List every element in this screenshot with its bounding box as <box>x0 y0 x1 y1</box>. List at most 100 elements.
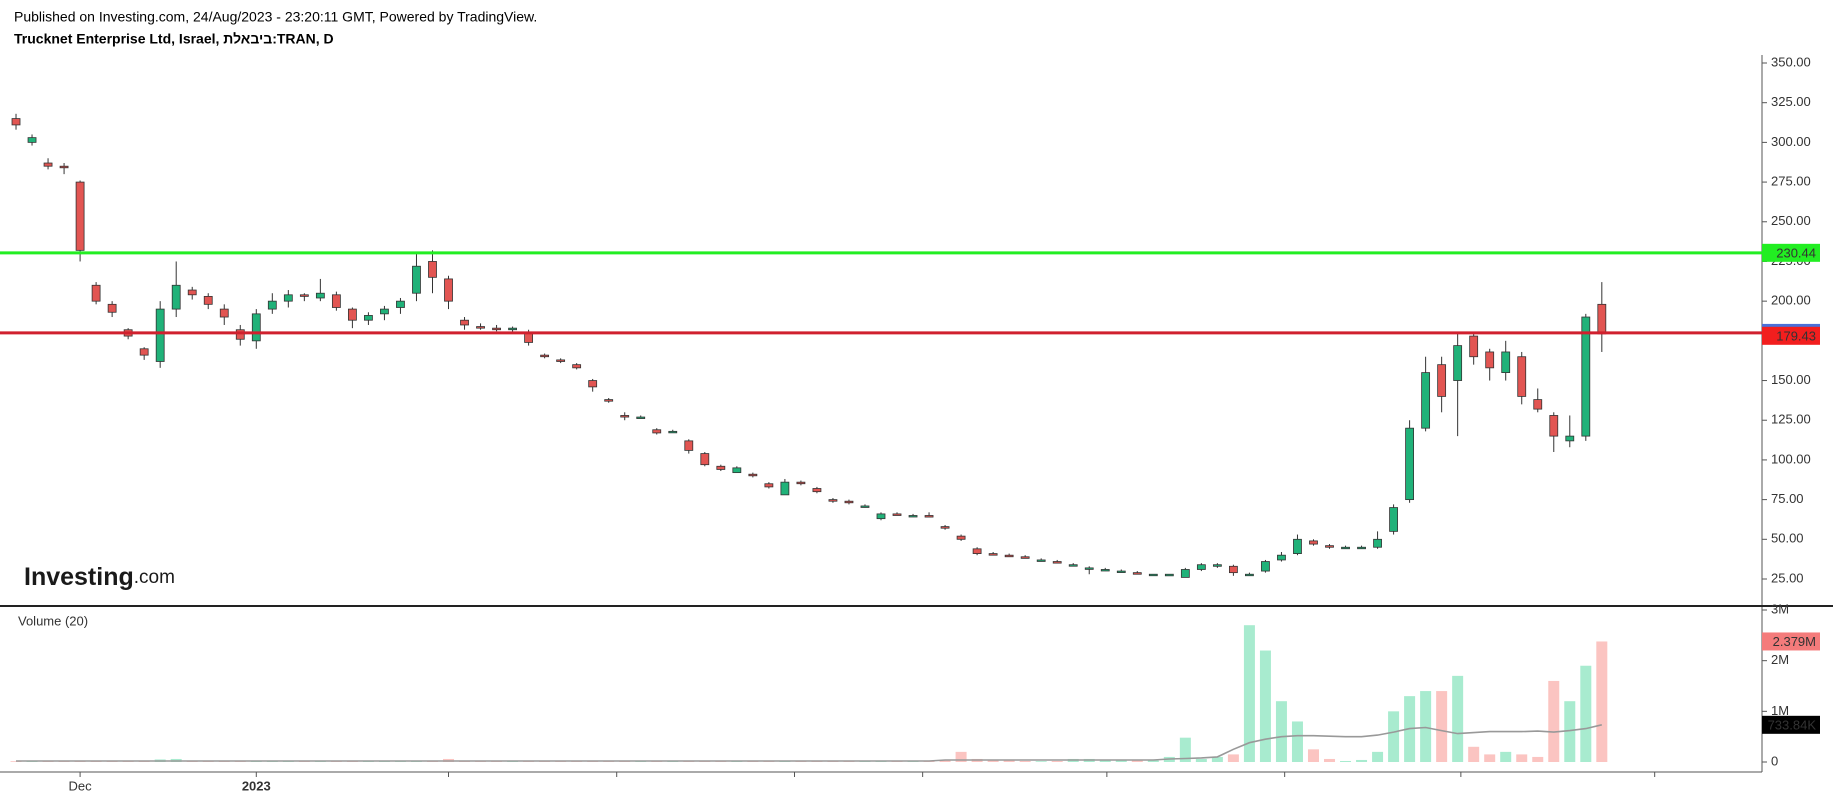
candle-body <box>780 481 790 496</box>
candle-body <box>700 453 710 466</box>
candle-body <box>380 308 389 315</box>
symbol-title: Trucknet Enterprise Ltd, Israel, ביבאלת:… <box>14 31 334 47</box>
volume-bar <box>987 759 999 762</box>
last-price-label-bg <box>1762 326 1820 345</box>
candle-body <box>235 329 245 340</box>
candle-body <box>171 284 181 310</box>
x-tick-label: Dec <box>69 778 93 793</box>
volume-bar <box>1388 711 1400 762</box>
candle-body <box>844 500 854 504</box>
volume-bar <box>1179 737 1191 762</box>
candle-body <box>636 416 646 419</box>
candle-body <box>299 294 309 297</box>
logo-name: Investing <box>24 563 134 591</box>
candle-body <box>1229 565 1238 574</box>
candle-body <box>1437 364 1447 397</box>
volume-bar <box>1227 754 1239 762</box>
candle-body <box>860 505 870 508</box>
volume-bar <box>955 751 967 762</box>
candle-body <box>1100 569 1110 572</box>
candle-body <box>75 181 85 251</box>
candle-body <box>1277 554 1286 561</box>
x-tick-label: 2023 <box>242 778 271 793</box>
candle-body <box>716 465 726 470</box>
candle-body <box>540 354 550 358</box>
volume-bar <box>1211 756 1223 762</box>
candle-body <box>155 308 165 362</box>
candle-body <box>892 513 902 516</box>
y-tick-label: 125.00 <box>1771 412 1811 427</box>
candle-body <box>219 308 229 318</box>
published-note: Published on Investing.com, 24/Aug/2023 … <box>14 9 537 25</box>
volume-bar <box>1115 760 1127 762</box>
candle-body <box>1373 538 1382 548</box>
candle-body <box>1453 345 1463 381</box>
candle-body <box>396 300 405 308</box>
candle-body <box>444 278 453 302</box>
y-tick-label: 0 <box>1771 753 1778 768</box>
y-tick-label: 100.00 <box>1771 451 1811 466</box>
candle-body <box>940 526 950 529</box>
volume-bar <box>1372 751 1384 762</box>
y-tick-label: 50.00 <box>1771 531 1804 546</box>
volume-bar <box>1019 760 1031 762</box>
volume-bar <box>1291 721 1303 762</box>
candle-body <box>187 289 197 296</box>
candle-body <box>315 292 325 299</box>
candle-body <box>428 261 437 278</box>
candle-body <box>732 467 742 474</box>
candle-body <box>924 515 934 518</box>
candle-body <box>1196 564 1206 570</box>
volume-bar <box>1532 756 1544 762</box>
candle-body <box>1148 573 1158 577</box>
candle-body <box>43 162 53 167</box>
y-tick-label: 250.00 <box>1771 213 1811 228</box>
y-tick-label: 75.00 <box>1771 491 1804 506</box>
volume-title: Volume (20) <box>18 613 88 628</box>
hline-label: 230.44 <box>1776 245 1816 260</box>
y-tick-label: 25.00 <box>1771 570 1804 585</box>
candle-body <box>27 137 37 143</box>
candle-body <box>1261 561 1270 572</box>
volume-bar <box>1051 760 1063 762</box>
candle-body <box>812 488 822 493</box>
candle-body <box>267 300 277 310</box>
volume-bar <box>1420 691 1432 762</box>
candle-body <box>1597 303 1607 335</box>
candle-body <box>1116 570 1126 573</box>
candle-body <box>1325 545 1334 548</box>
candle-body <box>1341 546 1350 550</box>
volume-bar <box>1243 625 1255 762</box>
logo: Investing.com <box>24 563 175 591</box>
candle-body <box>764 483 774 488</box>
candle-body <box>748 473 758 477</box>
candle-body <box>1004 554 1014 558</box>
candle-body <box>1245 573 1254 577</box>
candle-body <box>508 327 517 331</box>
y-tick-label: 200.00 <box>1771 293 1811 308</box>
candle-body <box>476 326 485 329</box>
volume-bar <box>1596 641 1608 762</box>
y-tick-label: 350.00 <box>1771 54 1811 69</box>
candle-body <box>91 284 101 302</box>
candle-body <box>1533 399 1543 410</box>
volume-bar <box>1548 680 1560 762</box>
candle-body <box>620 415 630 418</box>
candle-body <box>908 515 918 518</box>
volume-bar <box>1468 746 1480 762</box>
candle-body <box>412 265 421 294</box>
volume-bar <box>1307 749 1319 762</box>
volume-bar <box>1099 759 1111 762</box>
last-price-label: 179.43 <box>1776 328 1816 343</box>
volume-bar <box>1484 754 1496 762</box>
candle-body <box>1357 546 1366 550</box>
last-volume-label-bg <box>1762 632 1820 651</box>
y-tick-label: 2M <box>1771 652 1789 667</box>
candle-body <box>796 481 806 485</box>
volume-bar <box>1340 760 1352 762</box>
candle-body <box>1309 540 1318 545</box>
candle-body <box>1020 556 1030 559</box>
candle-body <box>59 165 69 169</box>
y-tick-label: 300.00 <box>1771 134 1811 149</box>
candle-body <box>988 553 998 556</box>
